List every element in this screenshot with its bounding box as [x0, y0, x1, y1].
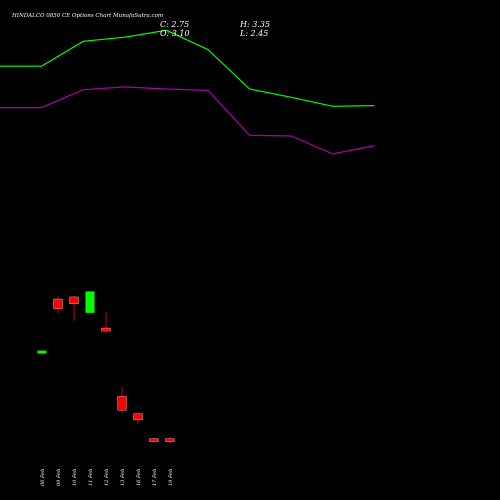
candle-11-feb: [85, 291, 95, 313]
x-tick-label: 13 Feb: [120, 469, 126, 486]
low-value: L: 2.45: [240, 29, 269, 38]
x-tick-label: 17 Feb: [152, 469, 158, 486]
candle-body: [53, 298, 63, 309]
candle-body: [149, 438, 159, 442]
x-tick-label: 16 Feb: [136, 469, 142, 486]
candle-body: [117, 396, 127, 411]
x-tick-label: 10 Feb: [72, 469, 78, 486]
candle-17-feb: [149, 437, 159, 442]
candle-body: [85, 291, 95, 313]
candle-13-feb: [117, 386, 127, 414]
indicator-line-1: [0, 29, 375, 107]
candle-body: [37, 350, 47, 354]
candle-06-feb: [37, 350, 47, 354]
indicator-lines: [0, 29, 375, 155]
x-tick-label: 11 Feb: [88, 469, 94, 486]
candle-body: [133, 413, 143, 421]
chart-title: HINDALCO 0850 CE Options Chart MunafaSut…: [12, 13, 164, 19]
open-value: O: 3.10: [160, 29, 190, 38]
x-tick-label: 09 Feb: [56, 469, 62, 486]
x-axis-ticks: 06 Feb 09 Feb 10 Feb 11 Feb 12 Feb 13 Feb 16 F…: [40, 469, 174, 486]
high-value: H: 3.35: [240, 20, 271, 29]
candles: [37, 291, 175, 444]
candle-19-feb: [165, 436, 175, 444]
x-tick-label: 19 Feb: [168, 469, 174, 486]
candle-16-feb: [133, 413, 143, 425]
candle-body: [165, 438, 175, 442]
candle-body: [69, 296, 79, 305]
candle-12-feb: [101, 311, 111, 332]
x-tick-label: 06 Feb: [40, 469, 46, 486]
indicator-line-2: [0, 86, 375, 155]
candle-body: [101, 327, 111, 332]
close-value: C: 2.75: [160, 20, 190, 29]
x-tick-label: 12 Feb: [104, 469, 110, 486]
candle-10-feb: [69, 295, 79, 322]
candle-09-feb: [53, 295, 63, 314]
